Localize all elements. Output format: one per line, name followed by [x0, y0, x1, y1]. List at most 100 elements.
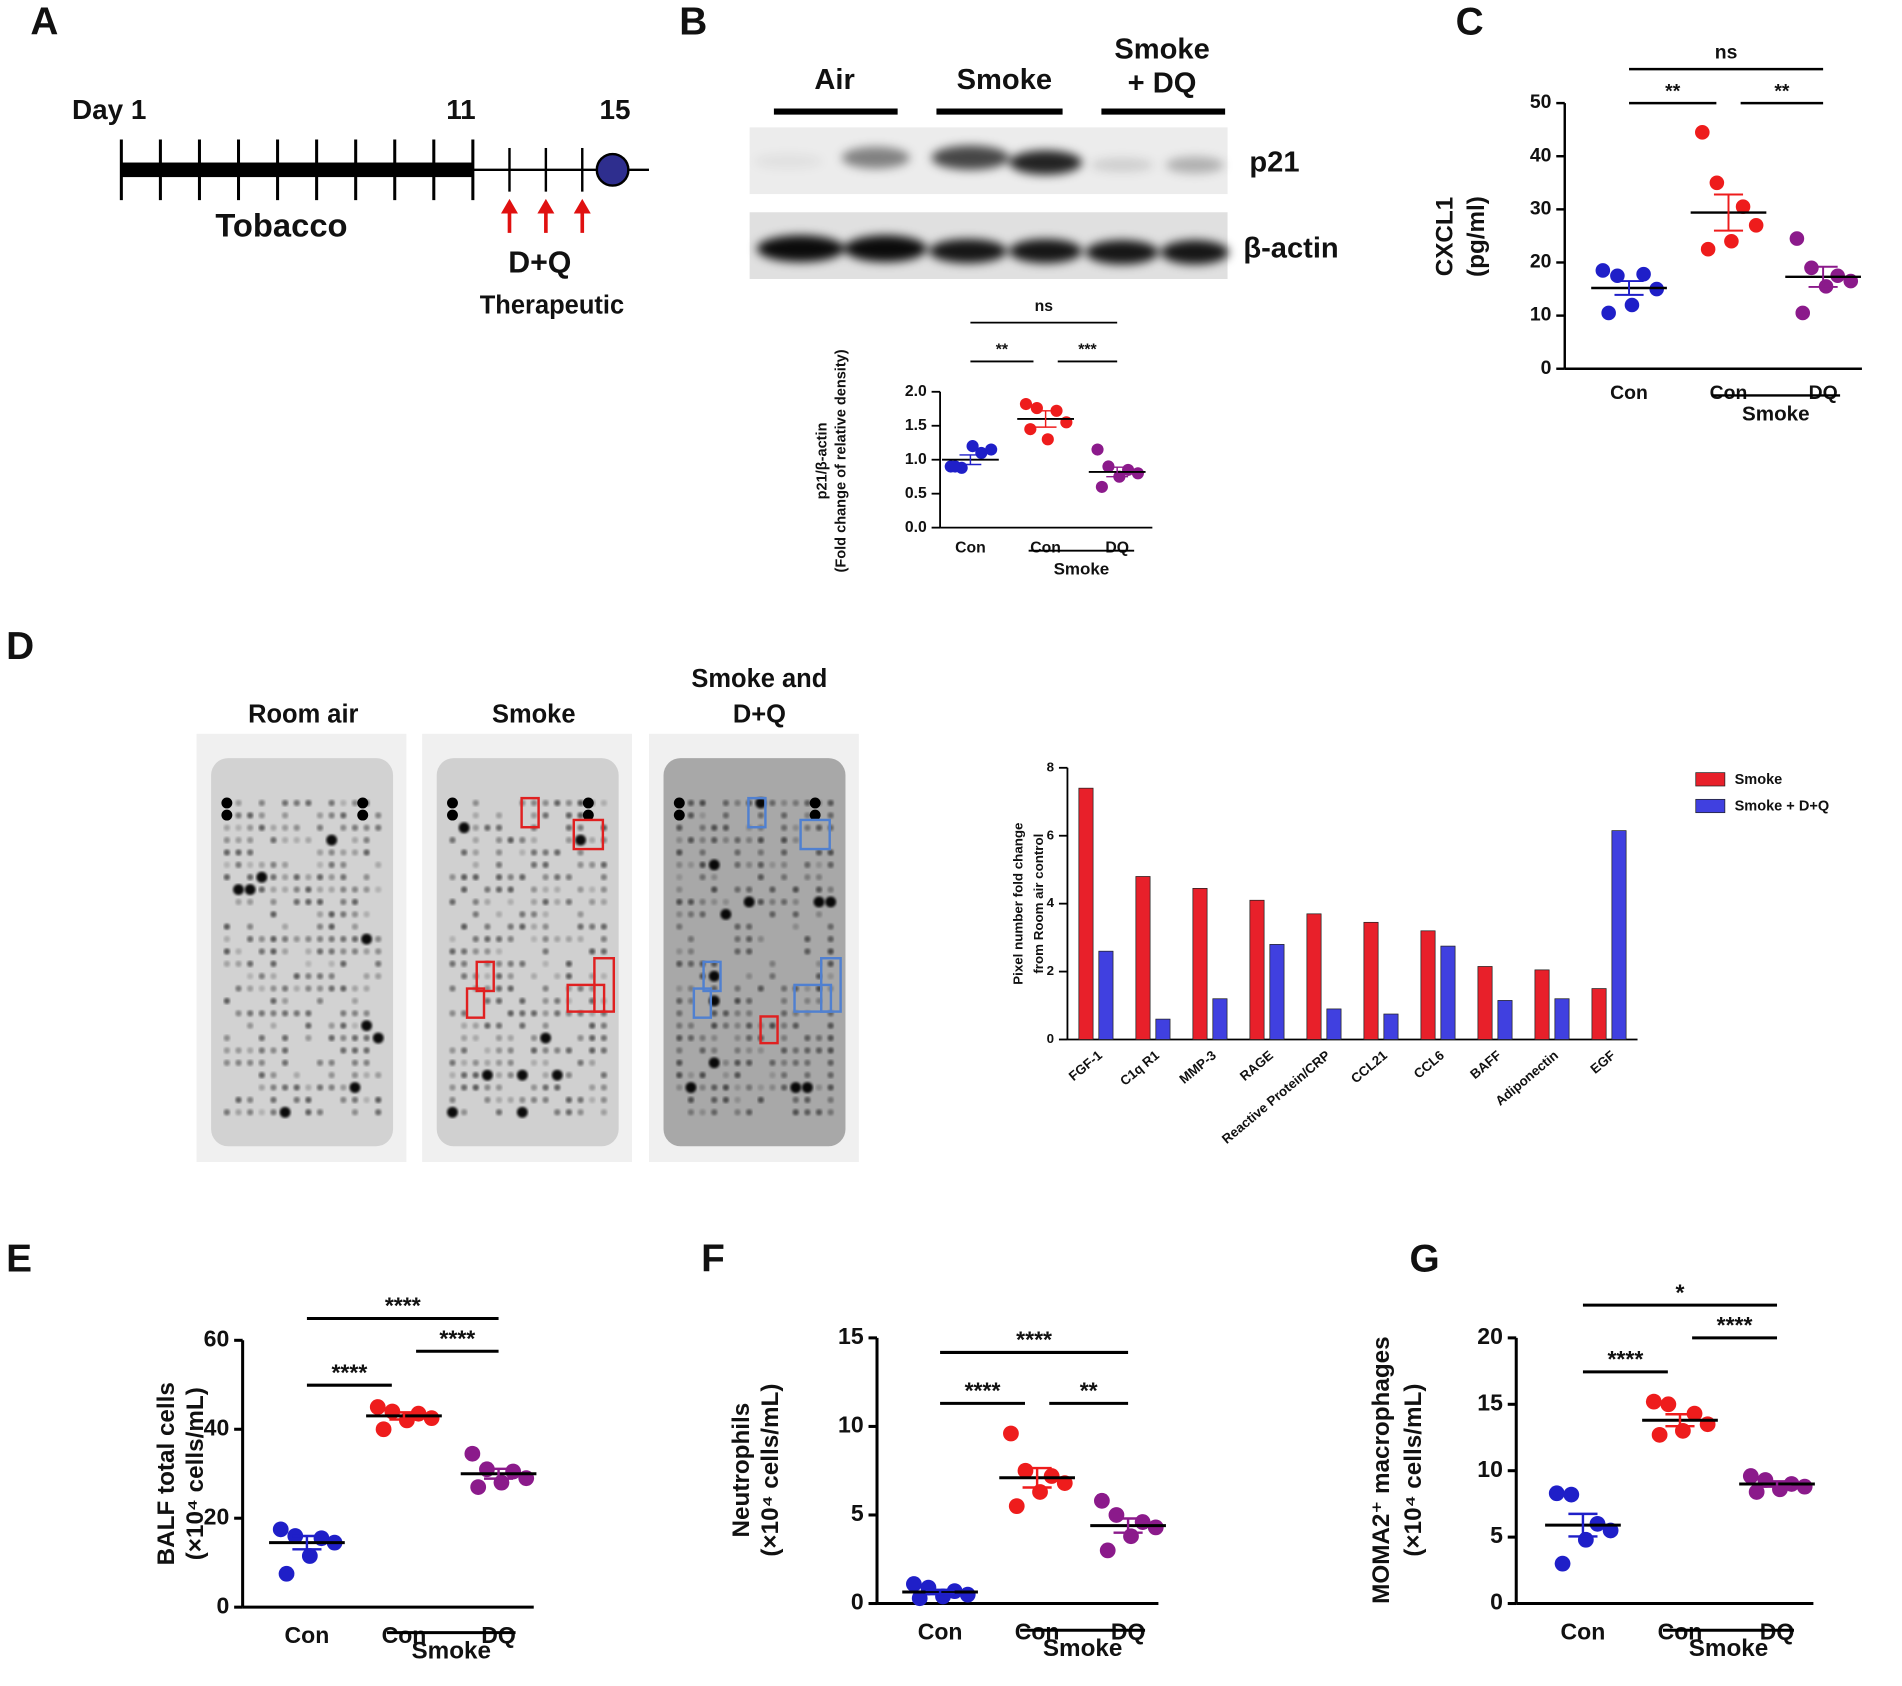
bar [1383, 1013, 1399, 1040]
array-spot [734, 849, 741, 856]
array-spot [281, 1084, 289, 1091]
array-spot [305, 874, 312, 881]
array-spot [351, 985, 359, 992]
array-spot [780, 824, 788, 831]
arrow-head [537, 198, 555, 214]
array-spot [757, 935, 764, 943]
array-spot [790, 1082, 802, 1093]
array-spot [247, 1096, 254, 1104]
array-spot [804, 824, 811, 831]
array-spot [328, 799, 335, 807]
array-spot [495, 836, 503, 844]
array-spot [722, 1010, 730, 1017]
array-spot [699, 874, 706, 881]
array-spot [542, 874, 549, 881]
array-spot [270, 911, 277, 918]
array-spot [600, 861, 608, 868]
array-spot [755, 797, 767, 809]
array-spot [804, 1096, 811, 1104]
data-point [1008, 1498, 1025, 1515]
array-spot [577, 1109, 584, 1116]
array-spot [589, 886, 596, 893]
array-spot [516, 1106, 528, 1118]
data-point [1595, 263, 1611, 278]
array-spot [757, 985, 764, 992]
array-spot [582, 809, 594, 821]
blot-group: Smoke [957, 64, 1052, 96]
array-spot [530, 1084, 538, 1091]
array-spot [542, 1047, 549, 1054]
array-spot [449, 836, 456, 844]
array-spot [769, 1072, 776, 1079]
significance-label: ns [1715, 41, 1738, 63]
arrow-head [500, 198, 518, 214]
array-spot [293, 799, 300, 807]
array-spot [530, 849, 538, 856]
array-spot [687, 836, 695, 844]
data-point [278, 1565, 295, 1582]
array-spot [554, 997, 561, 1005]
significance-label: ns [1035, 298, 1054, 315]
array-spot [722, 1022, 730, 1029]
array-spot [281, 874, 289, 881]
array-spot [519, 874, 526, 881]
array-spot [699, 849, 706, 856]
array-spot [351, 1022, 359, 1029]
array-spot [472, 861, 479, 868]
array-spot [484, 1084, 491, 1091]
array-spot [722, 898, 730, 906]
array-spot [757, 1084, 764, 1091]
error-bar [1614, 280, 1644, 296]
array-spot [361, 1020, 373, 1032]
array-spot [328, 948, 335, 955]
array-spot [270, 973, 277, 980]
bar [1098, 950, 1114, 1040]
y-tick-label: 40 [204, 1414, 230, 1440]
array-spot [804, 985, 811, 992]
array-spot [769, 799, 776, 807]
y-axis-label: Pixel number fold change [1010, 823, 1025, 985]
significance-label: ** [1774, 80, 1790, 102]
array-spot [495, 948, 503, 955]
array-spot [270, 824, 277, 831]
x-tick-label: Con [285, 1622, 330, 1648]
data-point [423, 1410, 440, 1427]
panel-label: G [1409, 1238, 1439, 1281]
array-spot [507, 1059, 514, 1066]
array-spot [484, 973, 491, 980]
error-bar [292, 1534, 322, 1551]
error-bar [484, 1467, 514, 1480]
y-tick-label: 0.5 [905, 485, 927, 502]
array-spot [542, 1010, 549, 1017]
data-point [1796, 1478, 1813, 1495]
array-highlight [799, 818, 831, 851]
array-spot [293, 1072, 300, 1079]
array-spot [293, 935, 300, 943]
array-spot [351, 1072, 359, 1079]
array-spot [746, 1010, 753, 1017]
array-spot [328, 886, 335, 893]
significance-label: **** [965, 1378, 1001, 1404]
array-spot [281, 997, 289, 1005]
data-point [1577, 1531, 1594, 1548]
array-spot [687, 911, 695, 918]
array-spot [458, 822, 470, 834]
array-spot [340, 898, 347, 906]
array-spot [495, 985, 503, 992]
array-spot [235, 849, 242, 856]
data-point [493, 1474, 510, 1491]
array-spot [460, 849, 468, 856]
array-spot [708, 1057, 720, 1069]
y-tick-label: 15 [1477, 1389, 1503, 1415]
array-spot [258, 824, 265, 831]
x-tick-label: Con [1710, 382, 1748, 404]
data-point [272, 1521, 289, 1538]
array-spot [600, 1022, 608, 1029]
array-spot [258, 1072, 265, 1079]
timeline: Day 1 11 15 Tobacco D+Q Therapeutic [72, 94, 649, 320]
array-spot [258, 973, 265, 980]
array-highlight [759, 1015, 779, 1045]
array-spot [375, 1096, 382, 1104]
bar [1135, 876, 1151, 1040]
array-spot [600, 973, 608, 980]
